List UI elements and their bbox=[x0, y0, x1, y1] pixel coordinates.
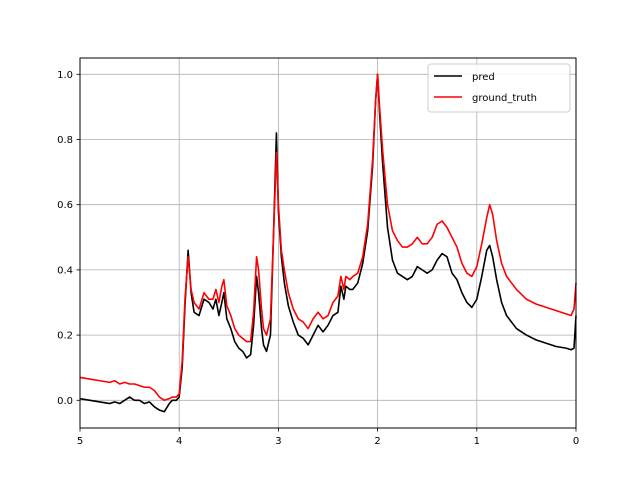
y-tick-label: 0.2 bbox=[57, 331, 73, 342]
series-layer bbox=[79, 73, 577, 413]
x-tick-label: 3 bbox=[275, 436, 281, 447]
y-tick-label: 1.0 bbox=[57, 70, 73, 81]
x-tick-label: 4 bbox=[176, 436, 182, 447]
x-tick-label: 5 bbox=[77, 436, 83, 447]
legend-box bbox=[427, 63, 571, 113]
y-tick-label: 0.8 bbox=[57, 135, 73, 146]
x-tick-label: 0 bbox=[573, 436, 579, 447]
y-axis: 0.0 0.2 0.4 0.6 0.8 1.0 bbox=[57, 70, 80, 407]
plot-area-frame bbox=[79, 57, 577, 429]
x-axis: 5 4 3 2 1 0 bbox=[77, 428, 579, 447]
x-tick-label: 2 bbox=[374, 436, 380, 447]
legend-label-ground-truth: ground_truth bbox=[472, 93, 537, 104]
grid-lines bbox=[79, 58, 577, 428]
series-line-ground-truth bbox=[79, 73, 577, 402]
y-tick-label: 0.6 bbox=[57, 200, 73, 211]
legend: pred ground_truth bbox=[427, 63, 571, 113]
y-tick-label: 0.4 bbox=[57, 265, 73, 276]
legend-label-pred: pred bbox=[472, 72, 495, 83]
x-tick-label: 1 bbox=[474, 436, 480, 447]
y-tick-label: 0.0 bbox=[57, 396, 73, 407]
